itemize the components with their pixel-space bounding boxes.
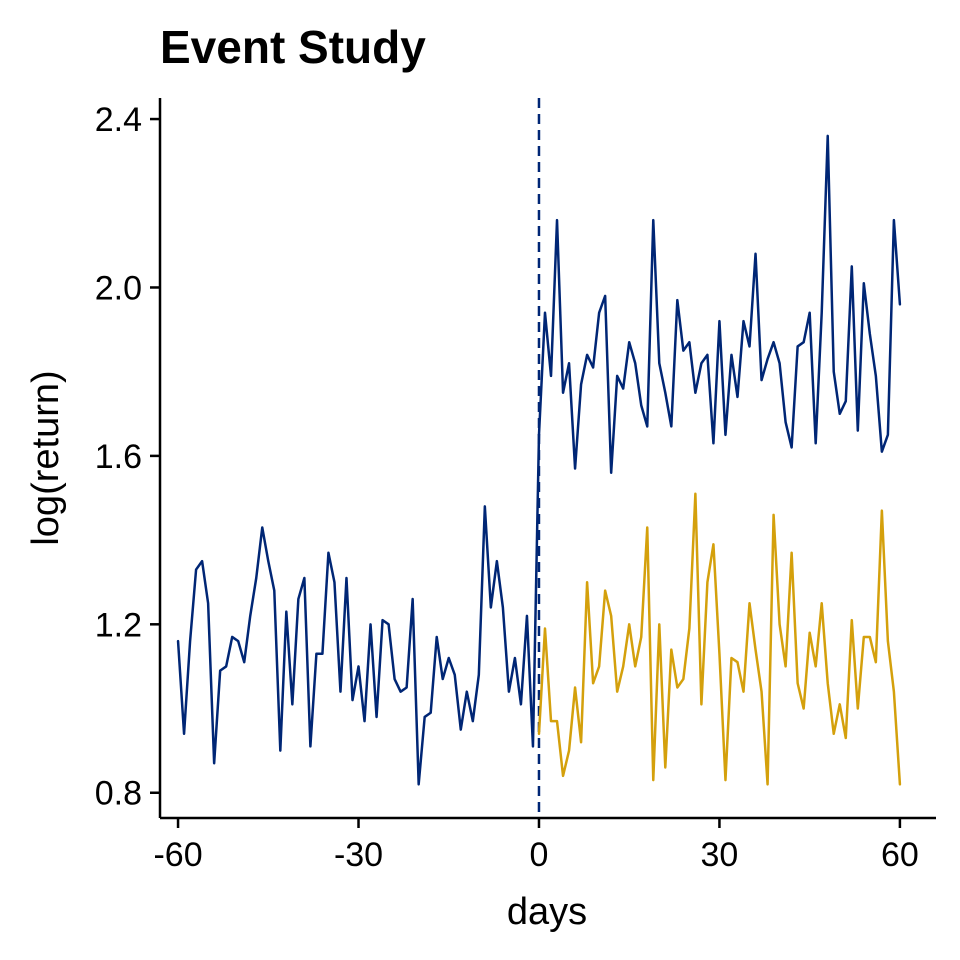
series-line-1	[176, 433, 541, 786]
series-lines	[176, 134, 902, 786]
x-tick-label: -60	[153, 836, 202, 874]
x-tick-label: -30	[334, 836, 383, 874]
x-tick-label: 0	[530, 836, 549, 874]
y-axis-ticks: 0.8 1.2 1.6 2.0 2.4	[95, 101, 160, 813]
y-tick-label: 1.6	[95, 438, 142, 476]
chart-title: Event Study	[160, 21, 426, 73]
y-tick-label: 2.4	[95, 101, 142, 139]
y-tick-label: 1.2	[95, 606, 142, 644]
y-tick-label: 0.8	[95, 775, 142, 813]
x-tick-label: 30	[701, 836, 739, 874]
axes	[158, 98, 936, 820]
x-tick-label: 60	[881, 836, 919, 874]
x-axis-ticks: -60 -30 0 30 60	[153, 818, 919, 874]
series-line-3	[537, 492, 902, 786]
x-axis-title: days	[507, 891, 587, 933]
y-axis-title: log(return)	[25, 370, 67, 545]
y-tick-label: 2.0	[95, 269, 142, 307]
series-line-2	[537, 134, 902, 474]
